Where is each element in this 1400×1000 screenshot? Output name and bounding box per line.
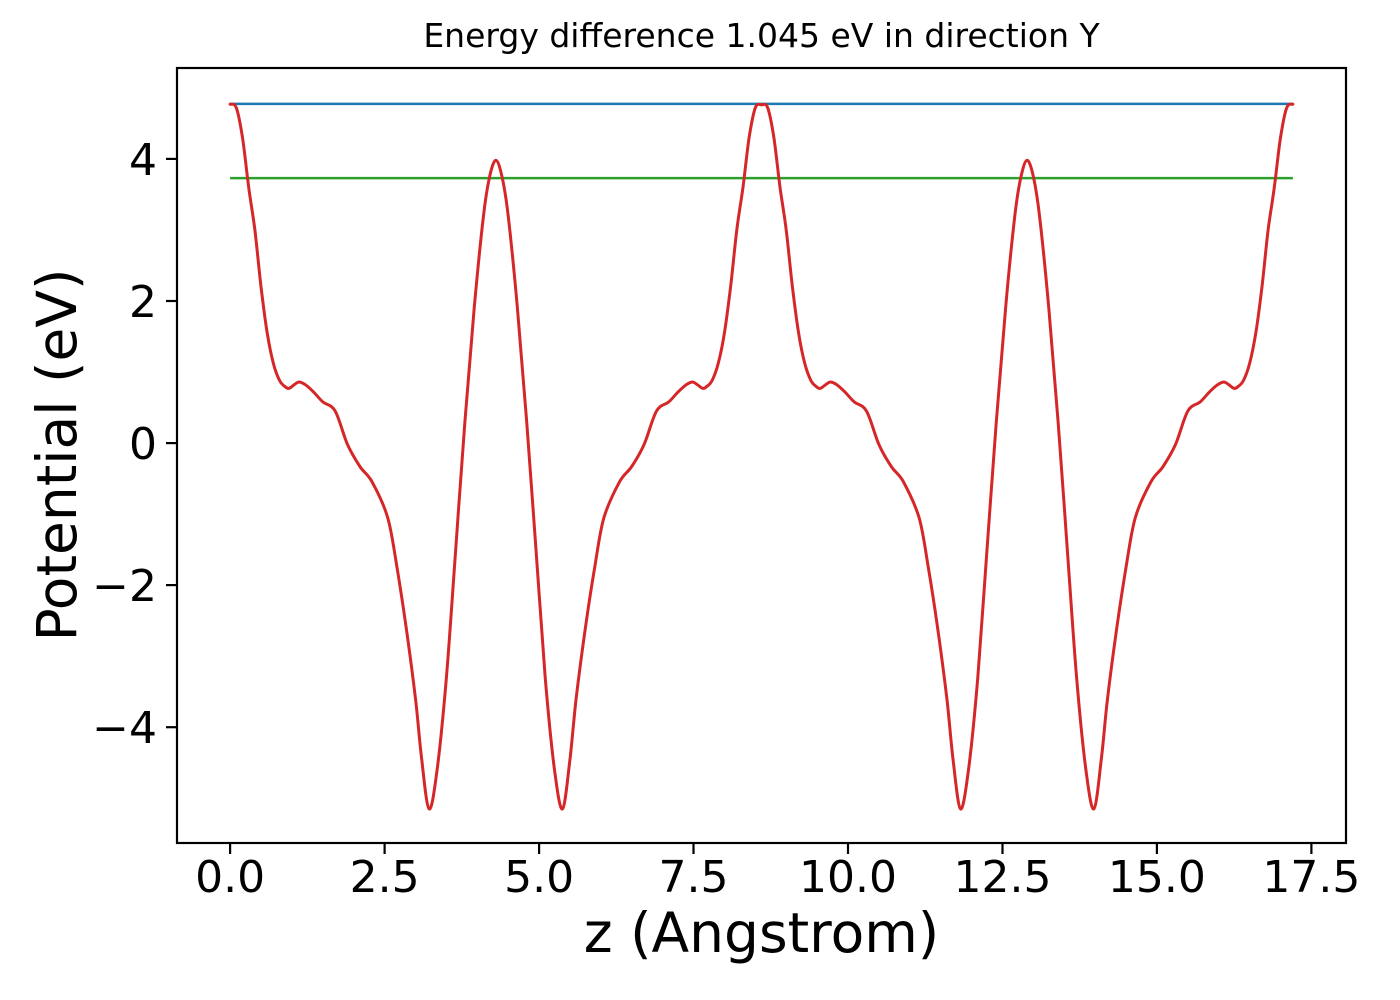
x-tick-label: 15.0 <box>1108 852 1206 903</box>
x-tick-label: 5.0 <box>504 852 574 903</box>
x-tick-label: 7.5 <box>659 852 729 903</box>
x-tick-label: 17.5 <box>1262 852 1360 903</box>
planar-average-potential-curve <box>228 102 1295 811</box>
y-tick-label: 4 <box>129 135 157 186</box>
x-axis-label: z (Angstrom) <box>583 901 940 965</box>
y-tick-label: 0 <box>129 419 157 470</box>
y-tick-label: −4 <box>92 703 157 754</box>
y-axis-label: Potential (eV) <box>25 268 89 642</box>
x-tick-label: 2.5 <box>350 852 420 903</box>
x-tick-label: 12.5 <box>954 852 1052 903</box>
x-tick-label: 10.0 <box>799 852 897 903</box>
x-tick-label: 0.0 <box>195 852 265 903</box>
axes-frame <box>175 66 1348 845</box>
y-tick-label: −2 <box>92 561 157 612</box>
chart-title: Energy difference 1.045 eV in direction … <box>423 16 1100 55</box>
y-tick-label: 2 <box>129 277 157 328</box>
